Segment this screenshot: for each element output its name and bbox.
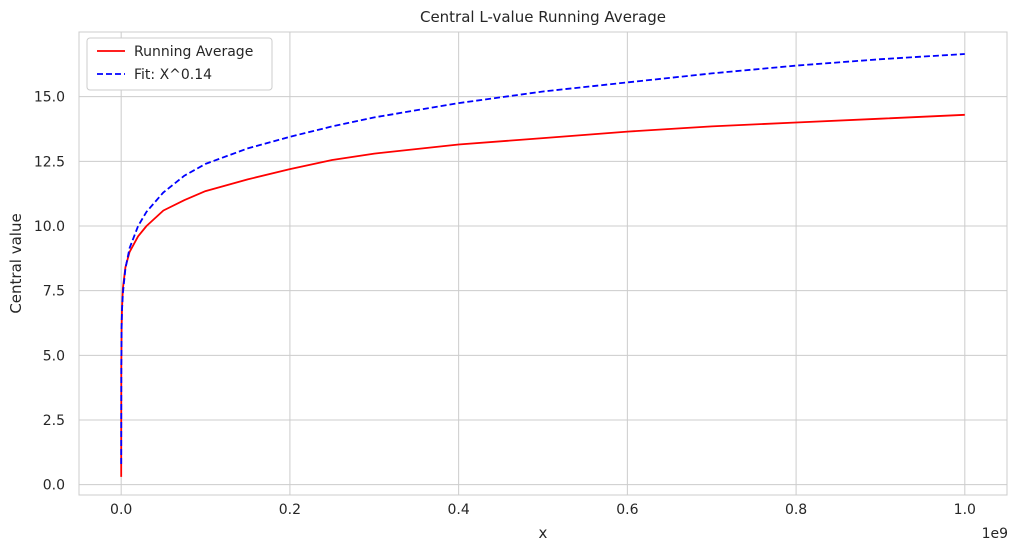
y-tick-label: 10.0 bbox=[34, 219, 65, 235]
plot-frame bbox=[78, 31, 1008, 496]
plot-area bbox=[78, 31, 1008, 496]
x-axis-label: x bbox=[539, 524, 548, 542]
legend-entry-label: Running Average bbox=[134, 44, 253, 60]
y-tick-label: 7.5 bbox=[43, 284, 65, 300]
series-line-fit bbox=[120, 53, 965, 465]
x-tick-label: 0.2 bbox=[279, 502, 301, 518]
y-tick-label: 0.0 bbox=[43, 478, 65, 494]
chart-title: Central L-value Running Average bbox=[420, 8, 666, 26]
y-tick-label: 2.5 bbox=[43, 413, 65, 429]
y-axis-label: Central value bbox=[7, 213, 25, 313]
grid bbox=[79, 32, 1007, 495]
series-line-running-average bbox=[120, 113, 965, 477]
y-tick-label: 5.0 bbox=[43, 348, 65, 364]
x-axis-ticks: 0.0 0.2 0.4 0.6 0.8 1.0 bbox=[110, 502, 976, 518]
y-axis-ticks: 0.0 2.5 5.0 7.5 10.0 12.5 15.0 bbox=[34, 90, 65, 494]
x-tick-label: 0.8 bbox=[785, 502, 807, 518]
legend: Running Average Fit: X^0.14 bbox=[86, 37, 273, 91]
x-axis-offset-label: 1e9 bbox=[982, 526, 1008, 542]
x-tick-label: 1.0 bbox=[954, 502, 976, 518]
legend-entry-label: Fit: X^0.14 bbox=[134, 67, 212, 83]
series-layer bbox=[120, 53, 965, 477]
y-tick-label: 12.5 bbox=[34, 154, 65, 170]
y-tick-label: 15.0 bbox=[34, 90, 65, 106]
x-tick-label: 0.0 bbox=[110, 502, 132, 518]
legend-box bbox=[86, 37, 273, 91]
x-tick-label: 0.6 bbox=[616, 502, 638, 518]
x-tick-label: 0.4 bbox=[448, 502, 470, 518]
